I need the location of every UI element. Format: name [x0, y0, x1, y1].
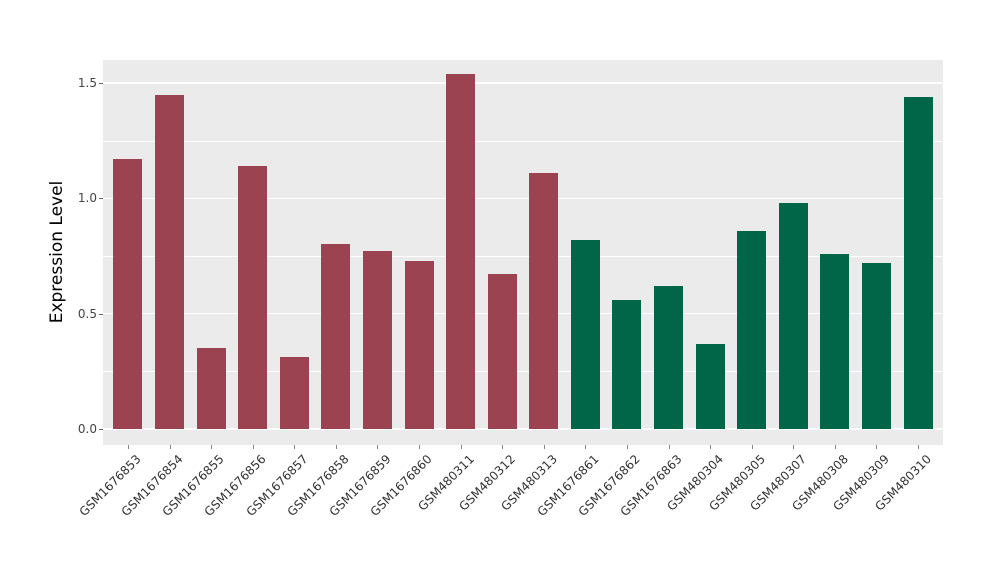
bar-GSM1676863 [654, 285, 684, 429]
bar-GSM1676854 [155, 94, 185, 429]
x-tick-mark [335, 445, 337, 449]
x-tick-mark [626, 445, 628, 449]
x-tick-mark [876, 445, 878, 449]
x-tick-mark [211, 445, 213, 449]
x-tick-mark [169, 445, 171, 449]
gridline-minor [103, 371, 943, 373]
gridline-minor [103, 140, 943, 142]
plot-panel [103, 60, 943, 445]
gridline-minor [103, 255, 943, 257]
x-tick-mark [377, 445, 379, 449]
x-tick-mark [751, 445, 753, 449]
x-tick-mark [502, 445, 504, 449]
x-tick-mark [585, 445, 587, 449]
gridline-major [103, 82, 943, 84]
gridline-major [103, 312, 943, 315]
bar-GSM480311 [446, 73, 476, 429]
gridline-major [103, 428, 943, 430]
x-tick-mark [834, 445, 836, 449]
bar-GSM1676858 [321, 244, 351, 429]
x-tick-mark [668, 445, 670, 449]
x-tick-mark [419, 445, 421, 449]
bar-GSM1676862 [612, 299, 642, 429]
bar-GSM480310 [903, 96, 933, 429]
bar-GSM480309 [861, 262, 891, 429]
x-tick-mark [710, 445, 712, 449]
y-tick-label: 0.5 [77, 306, 97, 321]
y-tick-mark [99, 83, 103, 85]
bar-GSM480304 [695, 343, 725, 429]
bar-GSM1676861 [570, 239, 600, 429]
bar-GSM1676853 [113, 159, 143, 429]
x-tick-mark [543, 445, 545, 449]
x-tick-mark [294, 445, 296, 449]
x-tick-mark [460, 445, 462, 449]
bar-GSM480305 [737, 230, 767, 429]
x-tick-mark [127, 445, 129, 449]
bar-GSM1676857 [279, 357, 309, 429]
bar-GSM480312 [487, 274, 517, 429]
x-tick-mark [793, 445, 795, 449]
gridline-major [103, 197, 943, 200]
y-tick-label: 0.0 [77, 421, 97, 436]
bar-GSM480313 [529, 172, 559, 429]
y-tick-mark [99, 198, 103, 200]
bar-GSM1676860 [404, 260, 434, 429]
y-axis-title: Expression Level [47, 180, 67, 324]
bar-GSM480308 [820, 253, 850, 429]
y-tick-label: 1.5 [77, 76, 97, 91]
y-tick-mark [99, 428, 103, 430]
y-tick-mark [99, 313, 103, 315]
x-tick-mark [918, 445, 920, 449]
bar-GSM1676856 [238, 166, 268, 429]
x-tick-mark [252, 445, 254, 449]
bar-GSM1676855 [196, 348, 226, 429]
bar-GSM1676859 [362, 251, 392, 429]
y-tick-label: 1.0 [77, 191, 97, 206]
bar-GSM480307 [778, 202, 808, 429]
